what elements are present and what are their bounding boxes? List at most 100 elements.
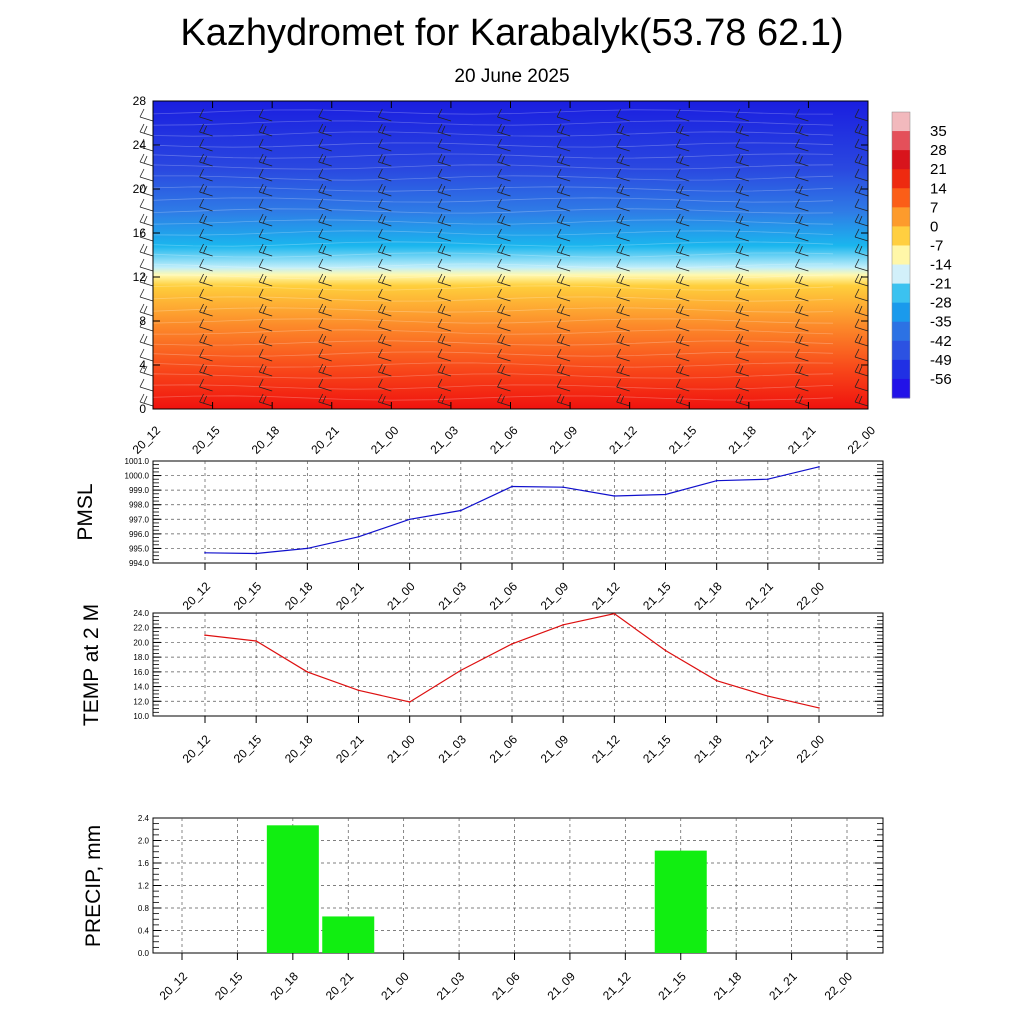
wind-barb <box>437 153 452 167</box>
contour-line <box>152 120 834 126</box>
wind-barb-flag <box>199 153 204 163</box>
wind-barb <box>318 198 332 212</box>
wind-barb-flag <box>556 333 562 343</box>
wind-barb-shaft <box>378 266 392 272</box>
wind-barb <box>258 288 273 302</box>
wind-barb <box>675 183 690 197</box>
wind-barb-shaft <box>556 206 571 212</box>
wind-barb-flag <box>679 125 684 134</box>
wind-barb-flag <box>258 123 264 133</box>
wind-barb-flag <box>437 198 443 208</box>
wind-barb-flag <box>739 155 744 164</box>
wind-barb-shaft <box>556 116 571 122</box>
wind-barb-shaft <box>735 221 749 227</box>
x-tick-label: 20_18 <box>282 579 316 613</box>
wind-barb-shaft <box>259 356 273 362</box>
wind-barb <box>377 393 392 407</box>
wind-barb-flag <box>795 348 800 358</box>
wind-barb-shaft <box>139 221 154 227</box>
wind-barb <box>497 378 511 392</box>
y-tick-label: 1.6 <box>138 859 150 868</box>
wind-barb <box>556 258 571 272</box>
wind-barb-shaft <box>854 146 869 152</box>
wind-barb-shaft <box>378 371 392 377</box>
y-tick-label: 4 <box>139 358 146 372</box>
wind-barb <box>854 168 869 182</box>
wind-barb <box>139 108 154 122</box>
wind-barb-shaft <box>437 356 452 362</box>
wind-barb <box>199 303 213 317</box>
x-tick-label: 20_12 <box>157 969 191 1003</box>
pmsl-point <box>818 466 820 468</box>
wind-barb-flag <box>437 288 443 298</box>
temp-point <box>664 649 667 652</box>
wind-barb-flag <box>437 363 443 373</box>
wind-barb-flag <box>381 215 386 224</box>
wind-barb-flag <box>616 168 622 178</box>
wind-barb-shaft <box>259 296 273 302</box>
wind-barb-flag <box>556 123 562 133</box>
colorbar-swatch <box>892 169 910 189</box>
wind-barb-flag <box>675 243 681 253</box>
wind-barb <box>377 378 392 392</box>
wind-barb-shaft <box>259 116 273 122</box>
wind-barb-flag <box>381 305 386 314</box>
wind-barb-shaft <box>676 401 690 407</box>
wind-barb-flag <box>437 213 443 223</box>
wind-barb-shaft <box>199 311 213 317</box>
wind-barb-flag <box>441 125 446 134</box>
wind-barb-flag <box>675 183 681 193</box>
wind-barb-flag <box>854 303 860 313</box>
wind-barb-shaft <box>139 191 154 197</box>
wind-barb <box>616 153 630 167</box>
wind-barb-shaft <box>437 401 452 407</box>
colorbar-swatch <box>892 131 910 151</box>
wind-barb <box>735 228 749 242</box>
wind-barb <box>675 198 690 212</box>
wind-barb-flag <box>556 378 562 388</box>
wind-barb <box>795 228 809 242</box>
wind-barb-flag <box>556 228 562 238</box>
y-tick-label: 10.0 <box>133 712 149 721</box>
wind-barb-shaft <box>676 281 690 287</box>
wind-barb-flag <box>735 258 741 268</box>
wind-barb-shaft <box>556 191 571 197</box>
x-tick-label: 21_03 <box>435 579 469 613</box>
wind-barb-shaft <box>616 131 630 137</box>
y-tick-label: 20.0 <box>133 638 149 647</box>
wind-barb-shaft <box>616 296 630 302</box>
wind-barb <box>795 183 809 197</box>
wind-barb-flag <box>854 183 860 193</box>
wind-barb-flag <box>377 198 383 208</box>
wind-barb <box>854 348 869 362</box>
temp-point <box>408 701 411 703</box>
wind-barb-flag <box>675 228 681 238</box>
wind-barb-flag <box>199 348 204 358</box>
wind-barb-shaft <box>556 326 571 332</box>
wind-barb-shaft <box>676 251 690 257</box>
wind-barb-shaft <box>199 131 213 137</box>
wind-barb-flag <box>679 185 684 194</box>
wind-barb-shaft <box>199 191 213 197</box>
colorbar-swatch <box>892 245 910 266</box>
wind-barb-shaft <box>199 281 213 287</box>
wind-barb <box>735 258 749 272</box>
wind-barb-shaft <box>437 161 452 167</box>
wind-barb-shaft <box>199 296 213 302</box>
wind-barb-flag <box>318 273 324 283</box>
wind-barb-shaft <box>735 386 749 392</box>
page-title: Kazhydromet for Karabalyk(53.78 62.1) <box>180 12 844 54</box>
wind-barb-flag <box>497 318 502 328</box>
wind-barb <box>616 318 630 332</box>
wind-barb-shaft <box>497 236 511 242</box>
x-tick-label: 20_18 <box>249 423 283 457</box>
wind-barb-flag <box>854 243 860 253</box>
wind-barb-shaft <box>318 311 332 317</box>
wind-barb-shaft <box>318 146 332 152</box>
contour-line <box>152 241 834 247</box>
pmsl-point <box>664 493 667 496</box>
wind-barb-shaft <box>795 221 809 227</box>
wind-barb-flag <box>199 168 204 178</box>
wind-barb-flag <box>854 333 860 343</box>
wind-barb-flag <box>616 138 622 148</box>
